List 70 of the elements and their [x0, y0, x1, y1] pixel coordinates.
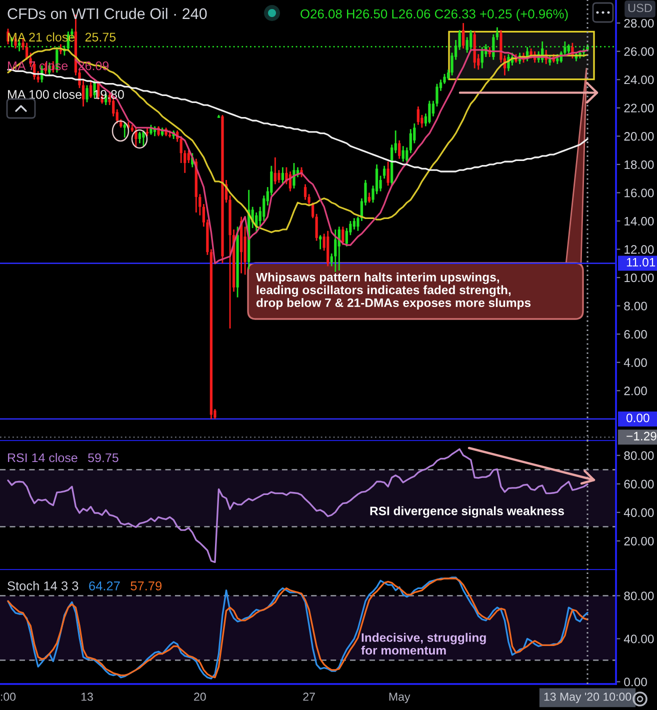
candlestick	[319, 234, 322, 250]
y-tick-label: 80.00	[624, 592, 654, 600]
candlestick	[352, 217, 356, 230]
candlestick	[402, 145, 404, 162]
y-tick-label: 14.00	[624, 216, 654, 226]
y-tick-label: 2.00	[624, 386, 647, 396]
y-tick-label: 8.00	[624, 302, 647, 310]
y-tick-label: 22.00	[624, 104, 654, 112]
annotation: Whipsaws pattern halts interim upswings, leading oscillators indicates faded strength, drop below 7 & 21-DMAs exposes more slumps	[256, 272, 531, 310]
y-tick-label: 26.00	[624, 47, 654, 56]
y-tick-label: 0.00	[624, 678, 647, 686]
candlestick	[187, 150, 190, 164]
annotation: RSI divergence signals weakness	[370, 506, 564, 518]
candlestick	[89, 80, 92, 99]
series-label: RSI 14 close	[8, 453, 78, 462]
candlestick	[262, 194, 266, 222]
text: Stoch 14 3 3	[8, 581, 78, 590]
annotation: 25.75	[85, 32, 116, 42]
y-tick-label: 6.00	[624, 330, 647, 339]
y-tick-label: 4.00	[624, 358, 647, 367]
candlestick	[281, 166, 284, 185]
annotation: O26.08 H26.50 L26.06 C26.33 +0.25 (+0.96%)	[300, 8, 568, 22]
y-tick-label: 40.00	[624, 508, 654, 517]
text: 11.01	[626, 258, 656, 267]
y-tick-label: 18.00	[624, 160, 654, 169]
candlestick	[507, 53, 510, 72]
candlestick	[428, 100, 431, 124]
y-tick-label: 10.00	[624, 273, 654, 282]
candlestick	[142, 130, 145, 147]
candlestick	[462, 22, 465, 50]
candlestick	[134, 126, 138, 148]
candlestick	[334, 228, 337, 273]
y-tick-label: 80.00	[624, 451, 654, 460]
annotation: 64.27	[89, 581, 120, 590]
series-label: MA 100 close	[8, 90, 82, 99]
candlestick	[138, 131, 142, 144]
y-tick-label: 16.00	[624, 188, 654, 198]
candlestick	[406, 146, 408, 166]
x-tick-label: 13	[81, 692, 93, 701]
candlestick	[274, 156, 276, 185]
x-tick-label: 20	[194, 692, 206, 701]
annotation: 59.75	[88, 453, 118, 462]
x-tick-label: 13 May '20 10:00	[544, 692, 632, 704]
y-tick-label: 28.00	[624, 18, 654, 28]
candlestick	[382, 165, 386, 180]
y-tick-label: 24.00	[624, 75, 654, 84]
y-tick-label: 12.00	[624, 245, 654, 254]
candlestick	[93, 78, 96, 99]
candlestick	[342, 226, 344, 246]
candlestick	[386, 160, 390, 186]
y-tick-label: 40.00	[624, 634, 654, 644]
x-tick-label: :00	[1, 692, 16, 701]
candlestick	[416, 106, 420, 126]
candlestick	[59, 44, 62, 55]
candlestick	[304, 184, 307, 200]
candlestick	[278, 169, 280, 184]
text: −1.29	[626, 432, 656, 440]
y-tick-label: 20.00	[624, 536, 654, 546]
x-tick-label: May	[389, 692, 410, 704]
line-series	[7, 448, 588, 563]
line-series	[7, 48, 588, 234]
annotation: 57.79	[130, 581, 162, 590]
candlestick	[398, 140, 401, 160]
y-tick-label: 60.00	[624, 480, 654, 488]
y-tick-label: 20.00	[624, 132, 654, 141]
y-axis-title: USD	[628, 4, 652, 12]
chart-title: CFDs on WTI Crude Oil · 240	[8, 8, 207, 20]
annotation: Indecisive, struggling for momentum	[361, 632, 486, 655]
x-tick-label: 27	[303, 692, 315, 701]
candlestick	[86, 84, 88, 103]
